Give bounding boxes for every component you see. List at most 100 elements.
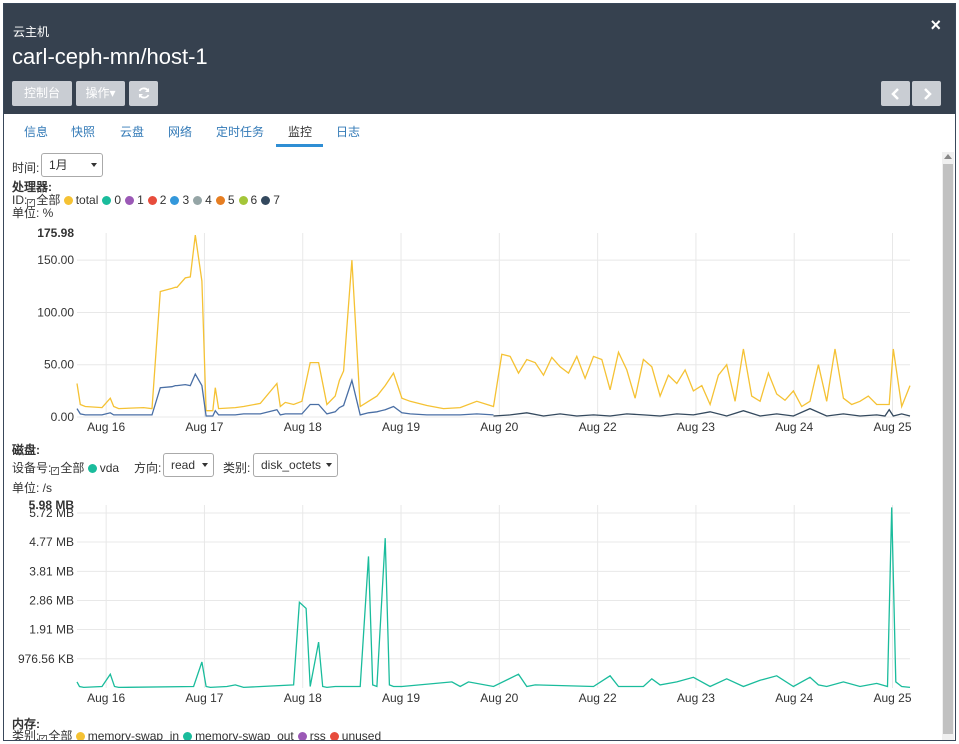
memory-legend-item[interactable]: memory-swap_in [75, 729, 180, 741]
legend-dot-icon [297, 732, 307, 740]
close-button[interactable]: × [930, 15, 941, 35]
memory-legend-item[interactable]: rss [297, 729, 326, 740]
next-button[interactable] [912, 81, 941, 106]
checkbox-all-cpu[interactable]: ✓ [27, 199, 36, 207]
cpu-legend-item[interactable]: 6 [238, 193, 258, 207]
disk-y-tick-label: 3.81 MB [29, 564, 74, 578]
tab-scheduled-tasks[interactable]: 定时任务 [216, 125, 265, 139]
cpu-legend-item[interactable]: 1 [125, 193, 144, 207]
tab-info[interactable]: 信息 [24, 125, 49, 139]
legend-dot-icon [87, 464, 97, 473]
scrollbar-thumb[interactable] [943, 164, 953, 734]
cpu-legend-item[interactable]: total [63, 193, 98, 207]
legend-dot-icon [125, 196, 135, 205]
disk-y-tick-label: 2.86 MB [29, 593, 74, 607]
cpu-legend-label: 3 [182, 193, 190, 207]
subtitle: 云主机 [13, 25, 50, 39]
cpu-legend-label: 0 [114, 193, 122, 207]
tab-network[interactable]: 网络 [168, 125, 193, 139]
cpu-legend-item[interactable]: 7 [261, 193, 280, 207]
legend-dot-icon [170, 196, 180, 205]
checkbox-all-memory[interactable]: ✓ [39, 735, 48, 741]
cpu-legend-item[interactable]: 5 [215, 193, 235, 207]
legend-dot-icon [238, 196, 248, 205]
cpu-legend-label: 2 [159, 193, 167, 207]
cpu-y-tick-label: 0.00 [51, 410, 75, 424]
cpu-legend-label: 7 [273, 193, 280, 207]
cpu-id-label: ID: [12, 193, 28, 207]
active-tab-indicator [276, 144, 323, 147]
legend-dot-icon [215, 196, 225, 205]
disk-direction-label: 方向: [134, 461, 162, 475]
cpu-legend-item[interactable]: 2 [147, 193, 167, 207]
cpu-x-tick-label: Aug 20 [480, 420, 518, 434]
cpu-legend-item[interactable]: 4 [193, 193, 212, 207]
cpu-x-tick-label: Aug 25 [873, 420, 911, 434]
cpu-legend-item[interactable]: 3 [170, 193, 189, 207]
disk-legend-label: vda [99, 461, 120, 475]
disk-y-tick-label: 1.91 MB [29, 623, 74, 637]
tab-volume[interactable]: 云盘 [120, 125, 145, 139]
cpu-series-7 [493, 407, 911, 417]
cpu-chart: Aug 16 Aug 17 Aug 18 Aug 19 Aug 20 Aug 22 Aug … [37, 226, 912, 434]
refresh-icon [138, 87, 149, 99]
cpu-legend-label: 1 [137, 193, 144, 207]
cpu-legend-label: 5 [227, 193, 235, 207]
disk-y-tick-label: 5.72 MB [29, 506, 74, 520]
memory-legend-item[interactable]: unused [329, 729, 382, 741]
legend-dot-icon [75, 732, 85, 740]
cpu-all-label: 全部 [36, 193, 61, 207]
header-bar: 云主机 carl-ceph-mn/host-1 × 控制台 操作▾ [4, 4, 955, 114]
cpu-unit: 单位: % [12, 206, 54, 220]
legend-dot-icon [193, 196, 203, 205]
disk-x-tick-label: Aug 23 [677, 691, 715, 705]
disk-type-select-value: disk_octets [261, 458, 322, 472]
console-button[interactable]: 控制台 [12, 81, 72, 106]
disk-series-vda [76, 507, 911, 689]
memory-all-label: 全部 [48, 729, 73, 741]
checkbox-all-disk[interactable]: ✓ [51, 467, 60, 475]
memory-legend-item[interactable]: memory-swap_out [183, 729, 294, 740]
cpu-x-tick-label: Aug 23 [677, 420, 715, 434]
legend-dot-icon [102, 196, 112, 205]
cpu-x-tick-label: Aug 24 [775, 420, 813, 434]
previous-button[interactable] [881, 81, 910, 106]
time-select[interactable]: 1月 [41, 153, 103, 177]
disk-type-label: 类别: [223, 461, 251, 475]
cpu-x-tick-label: Aug 17 [185, 420, 223, 434]
memory-section-title: 内存: [12, 717, 40, 731]
disk-legend-item[interactable]: vda [87, 461, 120, 475]
memory-legend-label: unused [341, 729, 382, 741]
cpu-legend-item[interactable]: 0 [102, 193, 121, 207]
tab-log[interactable]: 日志 [336, 125, 361, 139]
scroll-up-arrow-icon[interactable] [944, 154, 952, 159]
actions-button[interactable]: 操作▾ [76, 81, 125, 106]
cpu-y-tick-label: 175.98 [37, 226, 74, 240]
disk-y-tick-label: 976.56 KB [18, 652, 74, 666]
disk-unit: 单位: /s [12, 481, 53, 495]
cpu-legend-label: 4 [205, 193, 212, 207]
disk-x-tick-label: Aug 19 [382, 691, 420, 705]
chevron-right-icon [923, 88, 932, 100]
legend-dot-icon [261, 196, 271, 205]
cpu-series-cpu [76, 372, 494, 417]
cpu-x-tick-label: Aug 22 [579, 420, 617, 434]
memory-type-label: 类别: [12, 729, 40, 741]
cpu-series-total [76, 235, 911, 412]
disk-type-select[interactable]: disk_octets [253, 453, 338, 477]
memory-legend-label: memory-swap_in [87, 729, 180, 741]
cpu-legend: ID:✓ 全部 total 0 1 2 3 4 5 6 7 [12, 191, 284, 208]
disk-legend: 设备号:✓ 全部 vda [12, 459, 123, 476]
tab-monitor[interactable]: 监控 [288, 125, 313, 139]
disk-x-tick-label: Aug 24 [775, 691, 813, 705]
cpu-x-tick-label: Aug 19 [382, 420, 420, 434]
tab-snapshot[interactable]: 快照 [71, 125, 96, 139]
cpu-legend-label: 6 [250, 193, 258, 207]
refresh-button[interactable] [129, 81, 158, 106]
chevron-down-icon [202, 463, 208, 467]
vertical-scrollbar[interactable] [942, 152, 954, 740]
disk-x-tick-label: Aug 17 [185, 691, 223, 705]
disk-x-tick-label: Aug 20 [480, 691, 518, 705]
cpu-x-tick-label: Aug 18 [284, 420, 322, 434]
direction-select[interactable]: read [163, 453, 214, 477]
